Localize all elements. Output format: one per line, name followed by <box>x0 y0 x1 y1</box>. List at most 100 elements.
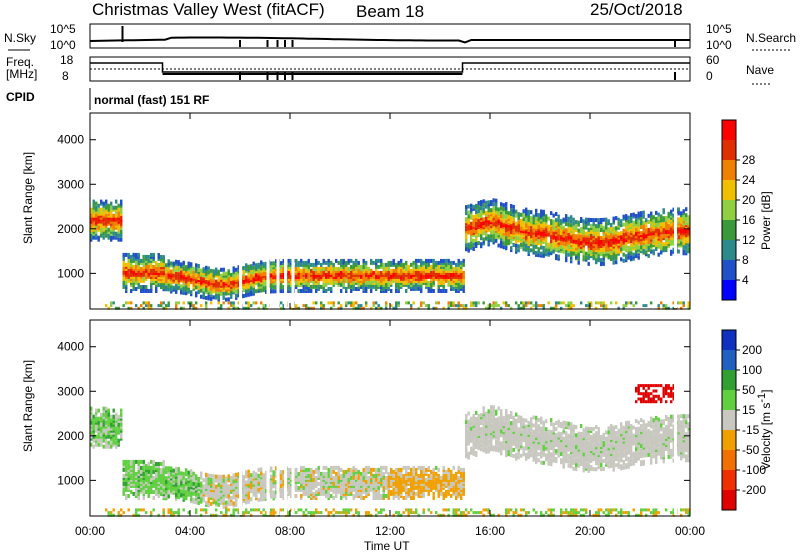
power-cell <box>557 214 560 219</box>
velocity-cell <box>135 511 138 515</box>
velocity-cell <box>310 513 313 517</box>
power-cell <box>212 295 215 300</box>
power-cell <box>157 263 160 267</box>
velocity-cell <box>175 486 178 491</box>
power-cell <box>197 268 200 272</box>
power-cell <box>647 227 650 232</box>
power-cell <box>117 306 120 310</box>
power-cell <box>217 301 220 305</box>
velocity-cell <box>235 496 238 501</box>
power-cell <box>537 213 540 218</box>
velocity-cell <box>247 499 250 504</box>
power-cell <box>627 219 630 224</box>
power-cell <box>142 276 145 281</box>
power-cell <box>535 212 538 217</box>
velocity-cell <box>302 513 305 517</box>
power-cell <box>492 301 495 305</box>
power-cell <box>515 247 518 252</box>
colorbar-tick-label: 16 <box>742 213 756 227</box>
power-cell <box>650 235 653 240</box>
power-cell <box>495 301 498 305</box>
power-cell <box>620 231 623 236</box>
power-cell <box>500 240 503 245</box>
power-cell <box>397 266 400 271</box>
velocity-cell <box>282 488 285 493</box>
power-cell <box>617 249 620 254</box>
velocity-cell <box>287 467 290 472</box>
velocity-cell <box>222 482 225 487</box>
power-cell <box>470 207 473 212</box>
power-cell <box>210 272 213 277</box>
power-cell <box>442 258 445 263</box>
power-cell <box>230 276 233 281</box>
velocity-cell <box>242 481 245 485</box>
power-cell <box>357 304 360 308</box>
power-cell <box>185 265 188 270</box>
power-cell <box>567 304 570 308</box>
power-cell <box>282 304 285 308</box>
power-cell <box>342 268 345 273</box>
velocity-cell <box>265 480 268 485</box>
velocity-cell <box>320 511 323 515</box>
power-cell <box>172 261 175 266</box>
velocity-cell <box>330 494 333 498</box>
power-cell <box>112 205 115 210</box>
power-cell <box>680 301 683 305</box>
velocity-cell <box>162 513 165 517</box>
power-cell <box>235 271 238 276</box>
velocity-cell <box>295 467 298 472</box>
power-cell <box>262 306 265 310</box>
power-cell <box>417 306 420 310</box>
power-cell <box>625 248 628 253</box>
power-cell <box>477 219 480 223</box>
power-cell <box>392 268 395 273</box>
velocity-cell <box>165 476 168 481</box>
velocity-cell <box>227 508 230 512</box>
velocity-cell <box>260 489 263 494</box>
power-cell <box>622 304 625 308</box>
power-cell <box>167 259 170 264</box>
velocity-cell <box>235 508 238 512</box>
power-cell <box>362 264 365 269</box>
velocity-cell <box>225 482 228 487</box>
power-cell <box>362 284 365 289</box>
velocity-cell <box>277 513 280 517</box>
velocity-cell <box>265 511 268 515</box>
power-cell <box>325 266 328 271</box>
colorbar-tick-label: 4 <box>742 273 749 287</box>
power-cell <box>452 260 455 265</box>
velocity-cell <box>197 483 200 487</box>
velocity-cell <box>322 471 325 476</box>
power-cell <box>685 221 688 226</box>
power-cell <box>202 277 205 282</box>
power-gap <box>674 114 677 308</box>
velocity-cell <box>190 469 193 474</box>
power-cell <box>465 304 468 308</box>
velocity-cell <box>255 508 258 512</box>
velocity-cell <box>135 459 138 464</box>
power-cell <box>235 275 238 280</box>
power-cell <box>505 202 508 207</box>
power-cell <box>510 240 513 245</box>
power-cell <box>127 258 130 263</box>
power-cell <box>565 218 568 223</box>
power-cell <box>167 283 170 288</box>
power-cell <box>282 285 285 290</box>
velocity-cell <box>90 406 93 411</box>
velocity-cell <box>135 508 138 512</box>
power-cell <box>200 304 203 308</box>
power-cell <box>550 219 553 224</box>
velocity-cell <box>137 492 140 496</box>
velocity-cell <box>95 434 98 439</box>
power-cell <box>90 233 93 238</box>
power-cell <box>412 260 415 265</box>
date-label: 25/Oct/2018 <box>590 0 683 19</box>
power-cell <box>550 243 553 248</box>
nsearch-tick-bottom: 10^0 <box>706 38 732 52</box>
power-cell <box>410 268 413 273</box>
power-cell <box>257 306 260 310</box>
velocity-cell <box>162 484 165 489</box>
power-cell <box>635 301 638 305</box>
velocity-cell <box>150 459 153 464</box>
power-cell <box>305 304 308 308</box>
